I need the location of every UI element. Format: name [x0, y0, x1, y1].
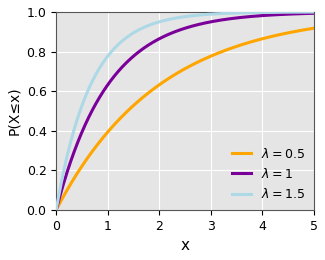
$\lambda=0.5$: [177, 71, 181, 74]
$\lambda=0.5$: [312, 27, 316, 30]
Y-axis label: P(X≤x): P(X≤x): [7, 87, 21, 135]
$\lambda=1$: [178, 28, 182, 31]
$\lambda=1.5$: [177, 16, 181, 19]
Line: $\lambda=0.5$: $\lambda=0.5$: [56, 28, 314, 210]
$\lambda=1$: [266, 14, 269, 17]
$\lambda=0.5$: [306, 28, 310, 31]
$\lambda=1$: [208, 21, 212, 24]
$\lambda=1$: [194, 24, 198, 27]
Line: $\lambda=1.5$: $\lambda=1.5$: [56, 12, 314, 210]
$\lambda=0.5$: [194, 62, 198, 65]
$\lambda=0.5$: [208, 55, 212, 58]
$\lambda=1$: [177, 29, 181, 32]
$\lambda=1$: [306, 12, 310, 15]
$\lambda=1$: [54, 208, 58, 211]
$\lambda=0.5$: [266, 36, 269, 39]
$\lambda=1.5$: [306, 10, 310, 14]
X-axis label: x: x: [181, 238, 190, 253]
$\lambda=0.5$: [54, 208, 58, 211]
$\lambda=0.5$: [178, 70, 182, 73]
$\lambda=1.5$: [208, 13, 212, 16]
$\lambda=1.5$: [312, 10, 316, 14]
$\lambda=1.5$: [194, 14, 198, 17]
$\lambda=1.5$: [178, 16, 182, 19]
Line: $\lambda=1$: $\lambda=1$: [56, 13, 314, 210]
Legend: $\lambda=0.5$, $\lambda=1$, $\lambda=1.5$: $\lambda=0.5$, $\lambda=1$, $\lambda=1.5…: [227, 141, 310, 206]
$\lambda=1$: [312, 12, 316, 15]
$\lambda=1.5$: [54, 208, 58, 211]
$\lambda=1.5$: [266, 11, 269, 14]
